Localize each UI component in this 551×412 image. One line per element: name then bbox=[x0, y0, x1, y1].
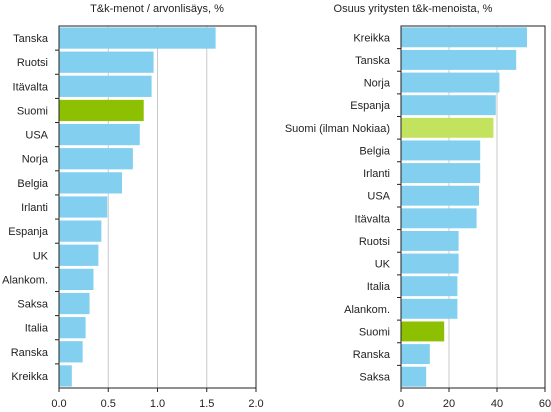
left-x-tick-label: 1.5 bbox=[199, 398, 214, 410]
right-bar bbox=[401, 163, 481, 184]
left-chart-panel: T&k-menot / arvonlisäys, % 0.0 0.5 1.0 1.5 2… bbox=[2, 3, 264, 410]
left-bar bbox=[59, 292, 90, 315]
left-bar bbox=[59, 148, 133, 170]
left-bar bbox=[59, 220, 102, 242]
left-bar bbox=[59, 27, 216, 49]
right-category-label: Irlanti bbox=[363, 168, 390, 180]
left-bar bbox=[59, 268, 94, 291]
right-category-label: Kreikka bbox=[353, 32, 391, 44]
right-category-label: Norja bbox=[364, 78, 391, 90]
right-x-tick-label: 20 bbox=[443, 398, 455, 410]
right-category-label: Tanska bbox=[355, 55, 391, 67]
left-category-label: Ranska bbox=[11, 347, 49, 359]
left-category-label: Espanja bbox=[8, 226, 49, 238]
right-bar bbox=[401, 140, 481, 161]
right-chart-panel: Osuus yritysten t&k-menoista, % 0 20 40 60 K… bbox=[285, 3, 551, 410]
left-bar bbox=[59, 365, 72, 387]
left-category-label: Irlanti bbox=[21, 202, 48, 214]
right-bar bbox=[401, 49, 517, 70]
left-x-tick-label: 0.0 bbox=[51, 398, 66, 410]
right-category-label: Espanja bbox=[350, 100, 391, 112]
right-category-label: Suomi bbox=[359, 326, 390, 338]
left-category-label: Ruotsi bbox=[17, 57, 48, 69]
right-bar bbox=[401, 72, 500, 93]
right-bar bbox=[401, 230, 459, 251]
left-x-tick-label: 1.0 bbox=[150, 398, 165, 410]
left-category-label: Alankom. bbox=[2, 274, 48, 286]
left-category-label: Italia bbox=[25, 323, 49, 335]
right-chart-title: Osuus yritysten t&k-menoista, % bbox=[334, 3, 493, 15]
right-bar bbox=[401, 117, 494, 138]
right-category-label: Suomi (ilman Nokiaa) bbox=[285, 123, 390, 135]
right-x-tick-label: 0 bbox=[398, 398, 404, 410]
right-bar bbox=[401, 208, 477, 229]
left-bar bbox=[59, 172, 123, 194]
right-category-label: Belgia bbox=[359, 145, 390, 157]
left-bar bbox=[59, 317, 86, 339]
right-bar bbox=[401, 95, 496, 116]
left-category-label: USA bbox=[25, 130, 48, 142]
left-plot-frame bbox=[58, 25, 257, 389]
left-bar bbox=[59, 51, 154, 73]
right-category-label: Ranska bbox=[353, 349, 391, 361]
left-category-label: Saksa bbox=[17, 299, 48, 311]
left-category-label: Norja bbox=[22, 154, 49, 166]
left-bar bbox=[59, 244, 99, 266]
right-bar bbox=[401, 344, 430, 365]
right-bar bbox=[401, 276, 458, 297]
right-x-tick-label: 40 bbox=[491, 398, 503, 410]
left-category-label: UK bbox=[33, 250, 49, 262]
left-chart-title: T&k-menot / arvonlisäys, % bbox=[90, 3, 224, 15]
right-bar bbox=[401, 185, 479, 206]
left-bar bbox=[59, 196, 108, 218]
left-x-tick-label: 0.5 bbox=[101, 398, 116, 410]
right-category-label: Ruotsi bbox=[359, 236, 390, 248]
left-bar bbox=[59, 75, 152, 97]
right-category-label: Saksa bbox=[359, 372, 390, 384]
left-bar bbox=[59, 123, 140, 146]
right-category-label: USA bbox=[367, 191, 390, 203]
right-bar bbox=[401, 366, 427, 387]
left-x-tick-label: 2.0 bbox=[248, 398, 263, 410]
left-category-label: Suomi bbox=[17, 105, 48, 117]
left-bar bbox=[59, 341, 83, 363]
right-bar bbox=[401, 253, 459, 274]
right-category-label: Alankom. bbox=[344, 304, 390, 316]
left-category-label: Tanska bbox=[13, 33, 49, 45]
left-category-label: Itävalta bbox=[13, 81, 49, 93]
right-plot-frame bbox=[400, 25, 546, 389]
right-bar bbox=[401, 27, 527, 48]
right-bar bbox=[401, 298, 458, 319]
right-x-tick-label: 60 bbox=[539, 398, 551, 410]
left-category-label: Belgia bbox=[17, 178, 48, 190]
right-category-label: Itävalta bbox=[355, 213, 391, 225]
left-category-label: Kreikka bbox=[11, 371, 49, 383]
left-bar bbox=[59, 99, 144, 122]
right-category-label: UK bbox=[375, 259, 391, 271]
right-category-label: Italia bbox=[367, 281, 391, 293]
right-bar bbox=[401, 321, 445, 342]
